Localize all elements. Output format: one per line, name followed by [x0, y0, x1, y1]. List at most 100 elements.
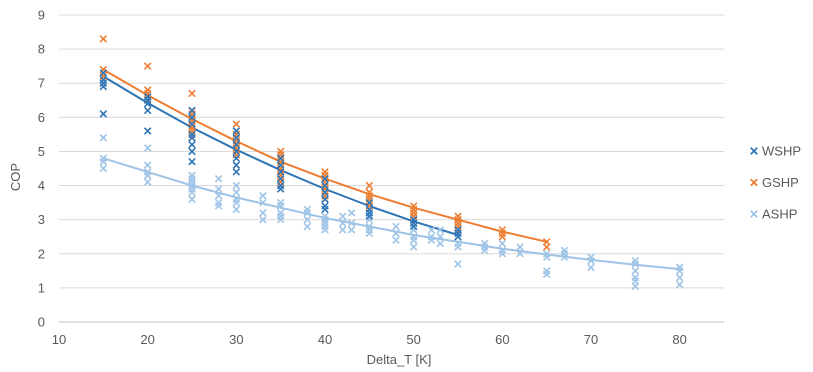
data-point [99, 164, 108, 173]
data-point [276, 154, 285, 163]
data-point [409, 236, 418, 244]
data-point [143, 178, 152, 186]
data-point [232, 140, 241, 149]
data-point [321, 181, 329, 190]
x-tick-label: 30 [229, 332, 243, 347]
data-point [347, 219, 356, 227]
data-point [303, 209, 312, 217]
data-point [347, 226, 356, 234]
data-points [99, 35, 684, 290]
data-point [232, 154, 241, 163]
legend-label: WSHP [762, 144, 801, 159]
y-tick-label: 8 [38, 42, 45, 57]
data-point [365, 181, 374, 190]
y-tick-label: 2 [38, 246, 45, 261]
data-point [436, 232, 445, 241]
data-point [143, 161, 152, 169]
data-point [276, 174, 285, 183]
data-point [392, 229, 400, 238]
data-point [276, 161, 285, 169]
data-point [587, 263, 595, 272]
data-point [454, 232, 462, 241]
data-point [392, 222, 400, 231]
data-point [276, 168, 285, 176]
data-point [338, 219, 347, 227]
data-point [498, 232, 507, 241]
x-tick-label: 80 [672, 332, 686, 347]
data-point [516, 243, 524, 251]
data-point [232, 188, 241, 197]
wshp-trendline [102, 75, 459, 236]
axes: 0 1 2 3 4 5 6 7 8 9 10 20 30 40 50 60 70 80 [38, 8, 724, 347]
data-point [516, 250, 524, 258]
data-point [143, 127, 152, 135]
data-point [321, 195, 329, 203]
data-point [587, 256, 595, 265]
data-point [542, 270, 551, 279]
data-point [631, 267, 640, 275]
data-point [436, 239, 445, 248]
data-point [259, 209, 267, 217]
gridlines [59, 14, 724, 289]
y-tick-label: 4 [38, 178, 45, 193]
data-point [303, 215, 312, 224]
data-point [232, 198, 241, 207]
x-tick-label: 60 [495, 332, 509, 347]
y-tick-label: 5 [38, 144, 45, 159]
legend: WSHP GSHP ASHP [750, 144, 801, 222]
data-point [321, 174, 329, 183]
data-point [188, 188, 196, 197]
data-point [392, 236, 400, 244]
data-point [99, 110, 108, 118]
data-point [276, 215, 285, 224]
data-point [188, 157, 196, 166]
data-point [675, 267, 684, 275]
ashp-series [99, 134, 684, 290]
data-point [188, 120, 196, 128]
data-point [214, 192, 223, 200]
data-point [143, 144, 152, 152]
legend-marker [750, 147, 758, 155]
data-point [454, 260, 462, 268]
data-point [365, 198, 374, 207]
legend-marker [750, 178, 758, 187]
data-point [303, 222, 312, 231]
data-point [214, 185, 223, 193]
data-point [409, 222, 418, 231]
data-point [99, 134, 108, 142]
data-point [188, 147, 196, 156]
x-tick-label: 40 [318, 332, 332, 347]
data-point [232, 120, 241, 128]
data-point [321, 205, 329, 214]
data-point [675, 273, 684, 282]
data-point [214, 202, 223, 210]
data-point [365, 212, 374, 221]
data-point [143, 62, 152, 70]
data-point [99, 157, 108, 166]
y-tick-label: 3 [38, 212, 45, 227]
data-point [321, 188, 329, 197]
data-point [454, 243, 462, 251]
data-point [427, 236, 436, 244]
data-point [188, 195, 196, 203]
data-point [498, 250, 507, 258]
data-point [542, 253, 551, 261]
data-point [143, 106, 152, 115]
legend-label: GSHP [762, 175, 799, 190]
trendlines [102, 68, 680, 271]
data-point [232, 168, 241, 176]
data-point [321, 226, 329, 234]
data-point [188, 106, 196, 115]
data-point [99, 35, 108, 43]
data-point [338, 226, 347, 234]
data-point [143, 171, 152, 180]
y-tick-label: 1 [38, 280, 45, 295]
data-point [232, 147, 241, 156]
data-point [143, 99, 152, 108]
data-point [99, 82, 108, 91]
data-point [99, 69, 108, 77]
data-point [409, 243, 418, 251]
y-tick-label: 6 [38, 110, 45, 125]
legend-label: ASHP [762, 207, 797, 222]
data-point [560, 253, 569, 261]
